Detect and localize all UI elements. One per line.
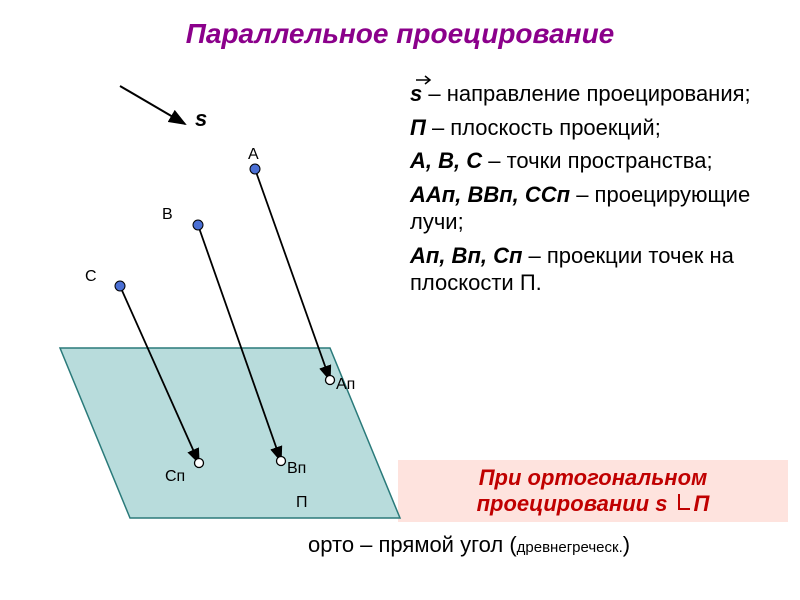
plane-label: П bbox=[296, 494, 308, 512]
def-rays-symbol: ААп, ВВп, ССп bbox=[410, 182, 570, 207]
def-abc-symbol: А, В, С bbox=[410, 148, 482, 173]
note-post: П bbox=[694, 491, 710, 516]
projection-label-Ап: Ап bbox=[336, 376, 355, 394]
def-p-text: – плоскость проекций; bbox=[426, 115, 661, 140]
def-abc-text: – точки пространства; bbox=[482, 148, 712, 173]
perpendicular-icon bbox=[678, 494, 690, 510]
def-proj-symbol: Ап, Вп, Сп bbox=[410, 243, 522, 268]
projection-diagram bbox=[0, 0, 420, 560]
s-direction-label: s bbox=[195, 106, 207, 132]
def-s-text: – направление проецирования; bbox=[422, 81, 750, 106]
ortho-close: ) bbox=[623, 532, 630, 557]
def-p: П – плоскость проекций; bbox=[410, 114, 780, 142]
def-abc: А, В, С – точки пространства; bbox=[410, 147, 780, 175]
point-label-А: А bbox=[248, 146, 259, 164]
def-s: s – направление проецирования; bbox=[410, 80, 780, 108]
point-label-В: В bbox=[162, 206, 173, 224]
definitions-list: s – направление проецирования; П – плоск… bbox=[410, 80, 780, 303]
note-pre: При ортогональном проецировании s bbox=[477, 465, 708, 516]
orthogonal-note: При ортогональном проецировании s П bbox=[398, 460, 788, 522]
def-rays: ААп, ВВп, ССп – проецирующие лучи; bbox=[410, 181, 780, 236]
ortho-small: древнегреческ. bbox=[517, 539, 623, 556]
def-proj: Ап, Вп, Сп – проекции точек на плоскости… bbox=[410, 242, 780, 297]
projection-label-Вп: Вп bbox=[287, 460, 306, 478]
projection-label-Сп: Сп bbox=[165, 468, 185, 486]
point-label-С: С bbox=[85, 268, 97, 286]
